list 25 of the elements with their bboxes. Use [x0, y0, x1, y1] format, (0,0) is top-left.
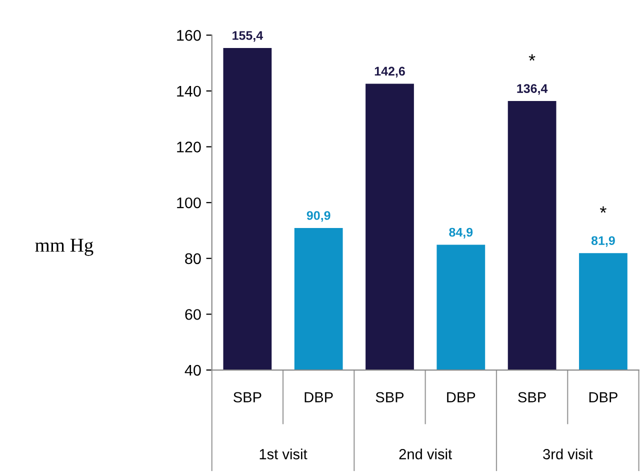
data-label: 84,9 — [449, 228, 473, 238]
y-axis-title: mm Hg — [35, 238, 94, 256]
y-tick-label: 40 — [184, 364, 201, 376]
y-tick-label: 100 — [177, 197, 201, 208]
annotation: * — [600, 206, 606, 213]
text: SBP — [518, 392, 546, 402]
y-tick-label: 60 — [185, 309, 201, 320]
data-label: 136,4 — [517, 84, 548, 95]
series-label: SBP — [234, 392, 262, 402]
text: DBP — [589, 392, 618, 402]
x-tick-label: 2nd visit — [399, 448, 452, 460]
data-label: 90,9 — [306, 211, 330, 222]
y-tick-label: 80 — [185, 253, 201, 264]
text: SBP — [376, 392, 404, 402]
y-tick-label: 160 — [177, 30, 201, 41]
y-tick-label: 140 — [177, 86, 201, 97]
data-label: 155,4 — [232, 31, 264, 42]
data-label: 142,6 — [374, 66, 405, 78]
annotation: * — [528, 54, 536, 61]
x-tick-label: 1st visit — [260, 448, 308, 460]
data-label: 81,9 — [591, 236, 615, 247]
y-tick-label: 120 — [177, 142, 201, 152]
series-label: DBP — [304, 392, 333, 402]
text: DBP — [447, 392, 476, 402]
x-tick-label: 3rd visit — [543, 448, 593, 460]
